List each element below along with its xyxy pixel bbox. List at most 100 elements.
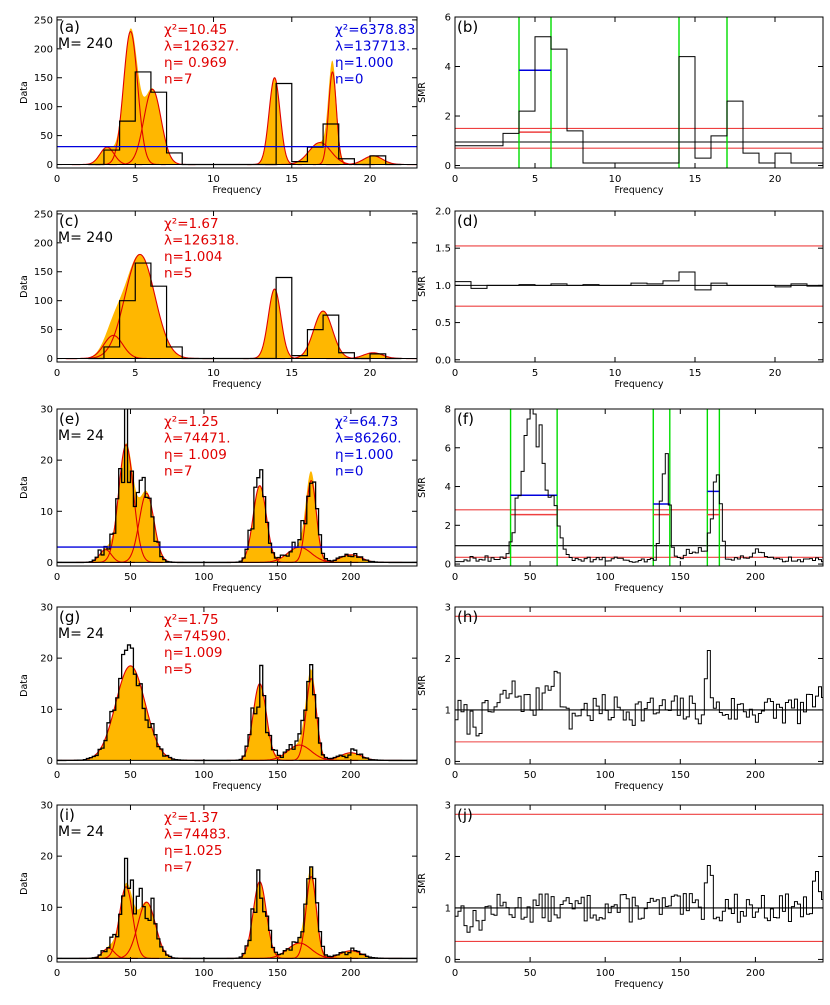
y-tick-label: 6	[445, 13, 451, 24]
y-tick-label: 50	[40, 325, 53, 336]
panel-label: (h)	[457, 608, 478, 626]
plot-area-c	[57, 253, 417, 360]
m-value-label: M= 24	[58, 824, 104, 840]
x-tick-label: 200	[341, 770, 360, 781]
x-tick-label: 100	[596, 968, 615, 979]
data-histogram	[88, 71, 402, 166]
x-tick-label: 15	[689, 174, 702, 185]
x-tick-label: 20	[769, 174, 782, 185]
fit-annotation-line-1: χ²=1.67	[164, 216, 219, 232]
fit-annotation-line-4: n=7	[164, 72, 192, 88]
y-tick-label: 0	[47, 954, 53, 965]
fit-annotation-line-2: λ=126318.	[164, 233, 239, 249]
panel-h: 0 50 100 150 200 0 1 2 3 Frequency SMR (h)	[417, 603, 824, 792]
axes-frame	[454, 606, 824, 765]
axes-frame	[56, 804, 418, 963]
plot-area-d	[455, 245, 823, 307]
fit-annotation-line-2: λ=74483.	[164, 827, 231, 843]
x-tick-label: 50	[124, 770, 137, 781]
model-fill-area	[57, 867, 417, 959]
x-tick-label: 0	[452, 174, 458, 185]
fit-annotation-line-4: n=5	[164, 662, 192, 678]
x-tick-label: 0	[54, 968, 60, 979]
axes-frame	[56, 606, 418, 765]
x-tick-label: 50	[124, 572, 137, 583]
x-axis-title: Frequency	[614, 379, 663, 390]
x-axis-title: Frequency	[212, 379, 261, 390]
x-tick-label: 150	[268, 572, 287, 583]
data-histogram	[57, 857, 417, 960]
y-tick-label: 2	[445, 112, 451, 123]
smr-histogram	[455, 649, 823, 737]
y-tick-label: 10	[40, 705, 53, 716]
y-tick-label: 0.0	[435, 355, 451, 366]
x-tick-label: 0	[54, 368, 60, 379]
panel-label: (c)	[59, 212, 79, 230]
y-axis-title: Data	[19, 674, 30, 697]
x-tick-label: 20	[769, 368, 782, 379]
axes-frame	[56, 16, 418, 169]
model-fill-area	[57, 253, 417, 359]
x-tick-label: 5	[132, 368, 138, 379]
y-tick-label: 6	[445, 443, 451, 454]
x-tick-label: 100	[194, 770, 213, 781]
x-tick-label: 200	[341, 968, 360, 979]
x-axis-title: Frequency	[212, 781, 261, 792]
y-tick-label: 4	[445, 482, 451, 493]
panel-d: 0 5 10 15 20 0.0 0.5 1.0 1.5 2.0 Frequency SMR (d)	[417, 207, 824, 390]
x-tick-label: 5	[532, 368, 538, 379]
x-tick-label: 10	[609, 174, 622, 185]
y-tick-label: 3	[445, 603, 451, 614]
y-tick-label: 150	[34, 267, 53, 278]
x-tick-label: 0	[452, 770, 458, 781]
axes-frame	[56, 408, 418, 567]
x-tick-label: 5	[132, 174, 138, 185]
fit-annotation-line-2: λ=74590.	[164, 629, 231, 645]
panel-label: (f)	[457, 410, 474, 428]
x-tick-label: 10	[207, 174, 220, 185]
y-axis-title: SMR	[417, 873, 428, 894]
y-tick-label: 250	[34, 15, 53, 26]
fit-annotation-line-1: χ²=10.45	[164, 22, 227, 38]
y-tick-label: 150	[34, 73, 53, 84]
panel-g: 0 50 100 150 200 0 10 20 30 Frequency Data (g)M= 24…	[19, 603, 418, 792]
y-tick-label: 0.5	[435, 318, 451, 329]
y-tick-label: 3	[445, 801, 451, 812]
x-axis-title: Frequency	[614, 781, 663, 792]
y-tick-label: 1	[445, 903, 451, 914]
y-tick-label: 200	[34, 44, 53, 55]
global-annotation-line-1: χ²=64.73	[335, 414, 398, 430]
x-tick-label: 50	[524, 572, 537, 583]
fit-annotation-line-4: n=7	[164, 860, 192, 876]
plot-area-h	[455, 615, 823, 743]
y-tick-label: 1.0	[435, 281, 451, 292]
axes-frame	[454, 210, 824, 363]
x-tick-label: 0	[54, 572, 60, 583]
y-tick-label: 100	[34, 102, 53, 113]
y-tick-label: 2	[445, 521, 451, 532]
m-value-label: M= 24	[58, 626, 104, 642]
fit-annotation-line-1: χ²=1.75	[164, 612, 219, 628]
plot-area-j	[455, 813, 823, 942]
m-value-label: M= 240	[58, 36, 113, 52]
x-tick-label: 10	[207, 368, 220, 379]
y-tick-label: 0	[47, 354, 53, 365]
y-tick-label: 4	[445, 62, 451, 73]
global-annotation-line-3: η=1.000	[335, 55, 394, 71]
y-tick-label: 250	[34, 209, 53, 220]
fit-annotation-line-3: η= 0.969	[164, 55, 227, 71]
x-tick-label: 15	[285, 368, 298, 379]
y-tick-label: 10	[40, 507, 53, 518]
x-tick-label: 0	[452, 572, 458, 583]
panel-b: 0 5 10 15 20 0 2 4 6 Frequency SMR (b)	[417, 13, 824, 196]
y-tick-label: 1.5	[435, 244, 451, 255]
x-tick-label: 200	[746, 770, 765, 781]
y-axis-title: Data	[19, 872, 30, 895]
fit-annotation-line-3: η=1.025	[164, 843, 223, 859]
x-axis-title: Frequency	[212, 583, 261, 594]
smr-histogram	[455, 271, 823, 291]
y-axis-title: SMR	[417, 82, 428, 103]
panel-label: (i)	[59, 806, 75, 824]
plot-area-e	[57, 409, 417, 564]
